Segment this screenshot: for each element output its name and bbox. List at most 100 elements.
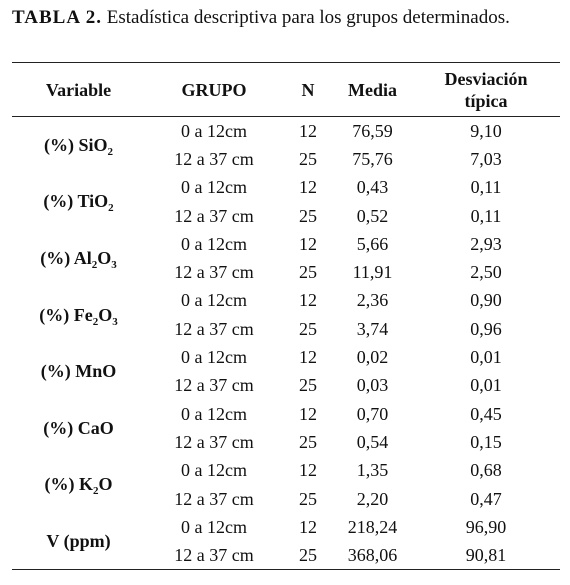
n-cell: 25 [299, 375, 317, 396]
group-cell: 0 a 12cm [181, 177, 247, 198]
group-cell: 12 a 37 cm [174, 544, 254, 565]
variable-text: O [98, 304, 113, 325]
header-text: Media [348, 79, 397, 100]
n-cell: 12 [299, 233, 317, 254]
variable-text: O [97, 247, 112, 268]
n-cell: 12 [299, 516, 317, 537]
std-dev-cell: 0,15 [470, 431, 502, 452]
subscript: 3 [111, 258, 117, 271]
subscript: 2 [107, 146, 114, 159]
group-cell: 0 a 12cm [181, 347, 247, 368]
std-dev-cell: 0,45 [470, 403, 502, 424]
variable-text: O [98, 474, 113, 495]
header-text: Desviación [444, 68, 528, 89]
std-dev-cell: 0,11 [470, 177, 502, 198]
variable-text: V (ppm) [46, 530, 111, 551]
group-cell: 12 a 37 cm [174, 375, 254, 396]
data-row: (%) SiO2 0 a 12cm 12 76,59 9,10 [12, 117, 560, 158]
std-dev-cell: 0,47 [470, 488, 502, 509]
column-header: N [283, 63, 333, 117]
header-text: Variable [45, 79, 112, 100]
mean-cell: 0,54 [356, 431, 389, 452]
mean-cell: 76,59 [352, 120, 393, 141]
data-row: 12 a 37 cm 25 3,74 0,96 [12, 315, 560, 343]
caption-label: TABLA 2. [12, 7, 103, 28]
group-cell: 0 a 12cm [181, 516, 247, 537]
mean-cell: 75,76 [352, 148, 393, 169]
data-row: (%) Fe2O3 0 a 12cm 12 2,36 0,90 [12, 286, 560, 327]
group-cell: 0 a 12cm [181, 403, 247, 424]
variable-cell: (%) TiO2 [12, 173, 145, 230]
std-dev-cell: 0,01 [470, 347, 502, 368]
n-cell: 12 [299, 290, 317, 311]
data-row: (%) K2O 0 a 12cm 12 1,35 0,68 [12, 456, 560, 497]
std-dev-cell: 96,90 [465, 516, 507, 537]
std-dev-cell: 90,81 [465, 544, 507, 565]
data-row: (%) TiO2 0 a 12cm 12 0,43 0,11 [12, 173, 560, 214]
subscript: 2 [92, 315, 99, 328]
subscript: 2 [91, 258, 98, 271]
caption-text: Estadística descriptiva para los grupos … [106, 7, 510, 28]
table-body: (%) SiO2 0 a 12cm 12 76,59 9,10 12 a 37 cm 25 7… [12, 117, 560, 570]
n-cell: 12 [299, 403, 317, 424]
group-cell: 0 a 12cm [181, 290, 247, 311]
n-cell: 12 [299, 120, 317, 141]
group-cell: 12 a 37 cm [174, 262, 254, 283]
std-dev-cell: 0,96 [470, 318, 502, 339]
variable-cell: (%) Fe2O3 [12, 286, 145, 343]
header-row: Variable GRUPO N Media Desviación típica [12, 62, 560, 117]
data-row: 12 a 37 cm 25 0,54 0,15 [12, 428, 560, 456]
data-row: (%) MnO 0 a 12cm 12 0,02 0,01 [12, 343, 560, 381]
mean-cell: 0,52 [356, 205, 389, 226]
data-row: 12 a 37 cm 25 0,03 0,01 [12, 371, 560, 399]
caption: TABLA 2. Estadística descriptiva para lo… [12, 6, 560, 29]
std-dev-cell: 7,03 [470, 148, 502, 169]
variable-cell: V (ppm) [12, 513, 145, 570]
data-row: V (ppm) 0 a 12cm 12 218,24 96,90 [12, 513, 560, 551]
group-cell: 12 a 37 cm [174, 318, 254, 339]
group-cell: 12 a 37 cm [174, 488, 254, 509]
column-header: Desviación típica [412, 63, 560, 117]
data-row: 12 a 37 cm 25 75,76 7,03 [12, 145, 560, 173]
n-cell: 12 [299, 460, 317, 481]
mean-cell: 3,74 [356, 318, 389, 339]
mean-cell: 0,43 [356, 177, 389, 198]
n-cell: 25 [299, 262, 317, 283]
data-row: 12 a 37 cm 25 368,06 90,81 [12, 541, 560, 570]
mean-cell: 0,02 [356, 347, 389, 368]
mean-cell: 1,35 [356, 460, 389, 481]
variable-text: (%) TiO [43, 191, 109, 212]
subscript: 2 [108, 202, 114, 215]
group-cell: 12 a 37 cm [174, 431, 254, 452]
std-dev-cell: 9,10 [470, 120, 502, 141]
std-dev-cell: 0,68 [470, 460, 502, 481]
table-header: Variable GRUPO N Media Desviación típica [12, 62, 560, 117]
group-cell: 0 a 12cm [181, 460, 247, 481]
data-row: 12 a 37 cm 25 0,52 0,11 [12, 201, 560, 229]
variable-cell: (%) CaO [12, 399, 145, 456]
variable-cell: (%) Al2O3 [12, 230, 145, 287]
subscript: 3 [112, 315, 118, 328]
stats-table: Variable GRUPO N Media Desviación típica (%) … [12, 62, 560, 570]
data-row: (%) CaO 0 a 12cm 12 0,70 0,45 [12, 399, 560, 438]
header-text: GRUPO [181, 79, 247, 100]
mean-cell: 0,03 [356, 375, 389, 396]
mean-cell: 11,91 [352, 262, 393, 283]
column-header: Media [333, 63, 412, 117]
n-cell: 25 [299, 318, 317, 339]
n-cell: 25 [299, 148, 317, 169]
std-dev-cell: 0,01 [470, 375, 502, 396]
header-text: N [301, 79, 315, 100]
n-cell: 25 [299, 488, 317, 509]
data-row: 12 a 37 cm 25 11,91 2,50 [12, 258, 560, 286]
variable-text: (%) Fe [39, 304, 93, 325]
std-dev-cell: 0,90 [470, 290, 502, 311]
variable-text: (%) Al [40, 247, 92, 268]
variable-cell: (%) MnO [12, 343, 145, 400]
column-header: GRUPO [145, 63, 283, 117]
n-cell: 12 [299, 347, 317, 368]
mean-cell: 5,66 [356, 233, 389, 254]
variable-text: (%) K [44, 474, 93, 495]
mean-cell: 0,70 [356, 403, 389, 424]
